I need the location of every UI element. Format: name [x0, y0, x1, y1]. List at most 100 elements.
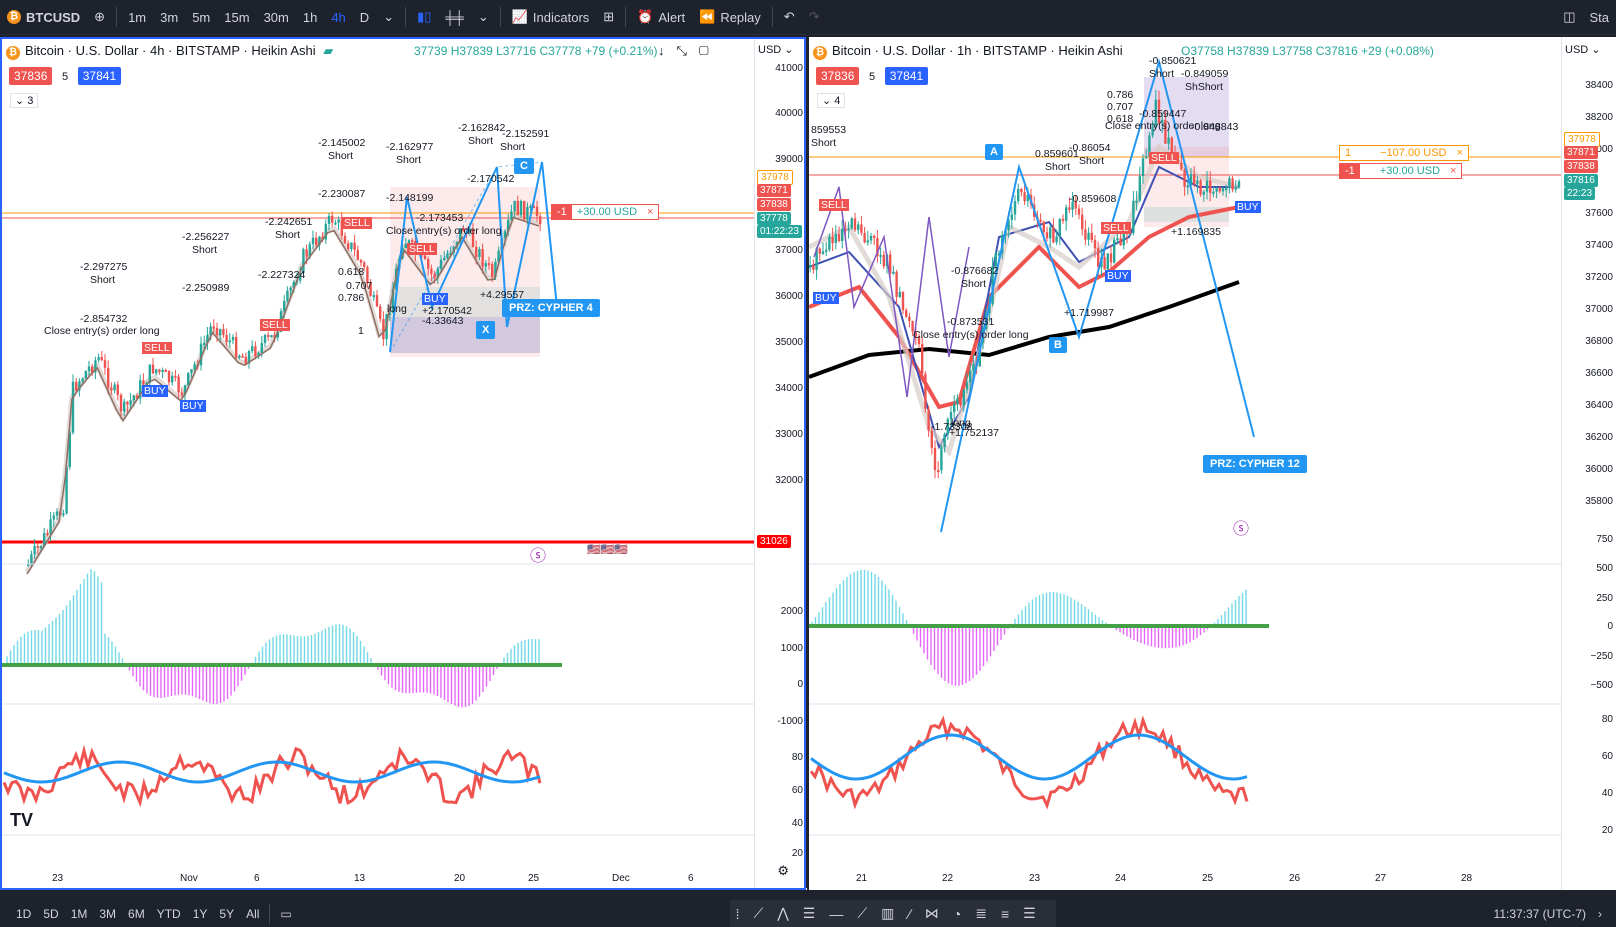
gann-tool-icon[interactable]: ◔: [952, 905, 976, 922]
save-menu[interactable]: Sta: [1589, 9, 1609, 25]
price-tick: 37400: [1585, 240, 1613, 251]
range-1y[interactable]: 1Y: [192, 906, 208, 921]
pattern-point-c: C: [514, 158, 534, 174]
left-chart-canvas[interactable]: [2, 37, 754, 890]
events-flags-icon[interactable]: 🇺🇸🇺🇸🇺🇸: [587, 544, 629, 556]
range-all[interactable]: All: [246, 906, 260, 921]
candle: [327, 215, 331, 224]
chevron-down-icon[interactable]: ⌄: [477, 9, 489, 24]
candle: [821, 251, 825, 254]
symbol-search[interactable]: ₿ BTCUSD: [0, 0, 87, 34]
text-tool-icon[interactable]: ☰: [1023, 905, 1050, 921]
candle: [837, 234, 841, 242]
layout-panels-icon[interactable]: ◫: [1563, 9, 1576, 24]
fib-tool-icon[interactable]: ☰: [802, 905, 830, 921]
interval-1m[interactable]: 1m: [128, 9, 147, 25]
lightning-icon[interactable]: ⓢ: [1233, 521, 1250, 538]
candles-icon[interactable]: ▮▯: [417, 9, 432, 24]
trade-label: Short: [1079, 155, 1105, 167]
sell-button[interactable]: 37836: [9, 67, 53, 85]
time-tick: 6: [688, 873, 694, 884]
close-icon[interactable]: ×: [647, 206, 654, 218]
interval-30m[interactable]: 30m: [263, 9, 289, 25]
candle: [180, 392, 183, 395]
range-ytd[interactable]: YTD: [156, 906, 181, 921]
left-chart-title: Bitcoin · U.S. Dollar · 4h · BITSTAMP · …: [25, 43, 316, 58]
interval-5m[interactable]: 5m: [192, 9, 211, 25]
trade-label: Short: [328, 150, 354, 162]
candle: [382, 319, 385, 340]
indicators-button[interactable]: 📈 Indicators: [505, 0, 597, 34]
range-3m[interactable]: 3M: [99, 906, 117, 921]
redo-icon[interactable]: ↷: [808, 9, 820, 24]
bars-tool-icon[interactable]: ▥: [881, 905, 909, 921]
right-order-line-1[interactable]: 1 −107.00 USD ×: [1339, 145, 1469, 161]
chart-divider[interactable]: [806, 34, 809, 888]
chevron-down-icon[interactable]: ⌄: [383, 9, 395, 24]
candle: [503, 231, 507, 238]
close-icon[interactable]: ×: [1456, 147, 1463, 159]
candle: [241, 355, 244, 358]
left-chart-pane[interactable]: ₿ Bitcoin · U.S. Dollar · 4h · BITSTAMP ·…: [2, 37, 754, 890]
candle: [1119, 238, 1122, 246]
xabcd-tool-icon[interactable]: ⋈: [924, 905, 953, 921]
date-range-icon[interactable]: ▭: [280, 906, 292, 921]
range-1d[interactable]: 1D: [16, 906, 32, 921]
channel-tool-icon[interactable]: ≣: [975, 905, 1001, 921]
settings-gear-icon[interactable]: ⚙: [777, 863, 789, 878]
candle: [487, 263, 491, 266]
range-5y[interactable]: 5Y: [219, 906, 235, 921]
chevron-right-icon[interactable]: ›: [1598, 906, 1603, 921]
candle: [286, 290, 289, 301]
right-order-line-2[interactable]: -1 +30.00 USD ×: [1339, 163, 1463, 179]
candle: [946, 419, 949, 435]
candle: [110, 387, 113, 391]
currency-selector[interactable]: USD ⌄: [758, 44, 794, 56]
replay-button[interactable]: ⏪ Replay: [692, 0, 768, 34]
buy-button[interactable]: 37841: [77, 67, 122, 85]
collapse-icon[interactable]: ⤡: [676, 43, 699, 58]
indicators-toggle[interactable]: ⌄ 4: [817, 93, 846, 108]
undo-icon[interactable]: ↶: [783, 9, 795, 24]
range-6m[interactable]: 6M: [128, 906, 145, 921]
indicators-toggle[interactable]: ⌄ 3: [10, 93, 39, 108]
clock-time[interactable]: 11:37:37 (UTC-7): [1493, 906, 1587, 921]
line-tool-icon[interactable]: ∕: [908, 905, 925, 922]
download-icon[interactable]: ↓: [658, 43, 677, 58]
add-symbol-icon[interactable]: ⊕: [94, 9, 106, 24]
trend-tool-icon[interactable]: ⟋: [753, 905, 778, 921]
interval-1h[interactable]: 1h: [302, 9, 318, 25]
left-order-line[interactable]: -1 +30.00 USD ×: [551, 204, 660, 220]
right-price-axis[interactable]: USD ⌄ 38400 38200 38000 37600 37400 37200 3700…: [1561, 37, 1616, 890]
alert-button[interactable]: ⏰ Alert: [630, 0, 692, 34]
left-price-axis[interactable]: USD ⌄ 41000 40000 39000 37000 36000 35000 3400…: [754, 37, 807, 890]
time-tick: 25: [1202, 873, 1214, 884]
currency-selector[interactable]: USD ⌄: [1565, 44, 1601, 56]
interval-4h[interactable]: 4h: [331, 9, 346, 25]
maximize-icon[interactable]: ▢: [698, 43, 721, 58]
candle: [1116, 238, 1119, 241]
candle: [523, 200, 526, 220]
layout-icon[interactable]: ⊞: [603, 9, 615, 24]
drag-handle-icon[interactable]: ⁞: [735, 905, 754, 922]
pattern-tool-icon[interactable]: ⋀: [777, 905, 803, 921]
close-icon[interactable]: ×: [1450, 165, 1457, 177]
sell-button[interactable]: 37836: [816, 67, 860, 85]
candle: [427, 259, 430, 269]
buy-button[interactable]: 37841: [884, 67, 929, 85]
tradingview-logo-icon[interactable]: TV: [10, 810, 34, 830]
candle: [1023, 192, 1026, 202]
interval-15m[interactable]: 15m: [224, 9, 250, 25]
candle: [908, 316, 911, 321]
parallel-tool-icon[interactable]: ≡: [1000, 905, 1024, 922]
candle: [94, 360, 97, 373]
range-5d[interactable]: 5D: [43, 906, 59, 921]
bar-type-icon[interactable]: ╪╪: [445, 9, 464, 25]
right-chart-pane[interactable]: ₿ Bitcoin · U.S. Dollar · 1h · BITSTAMP ·…: [809, 37, 1561, 890]
lightning-icon[interactable]: ⓢ: [530, 548, 547, 565]
interval-d[interactable]: D: [359, 9, 370, 25]
interval-3m[interactable]: 3m: [160, 9, 179, 25]
range-1m[interactable]: 1M: [70, 906, 88, 921]
horizontal-line-icon[interactable]: —: [829, 905, 858, 922]
ray-tool-icon[interactable]: ⟋: [857, 905, 882, 921]
